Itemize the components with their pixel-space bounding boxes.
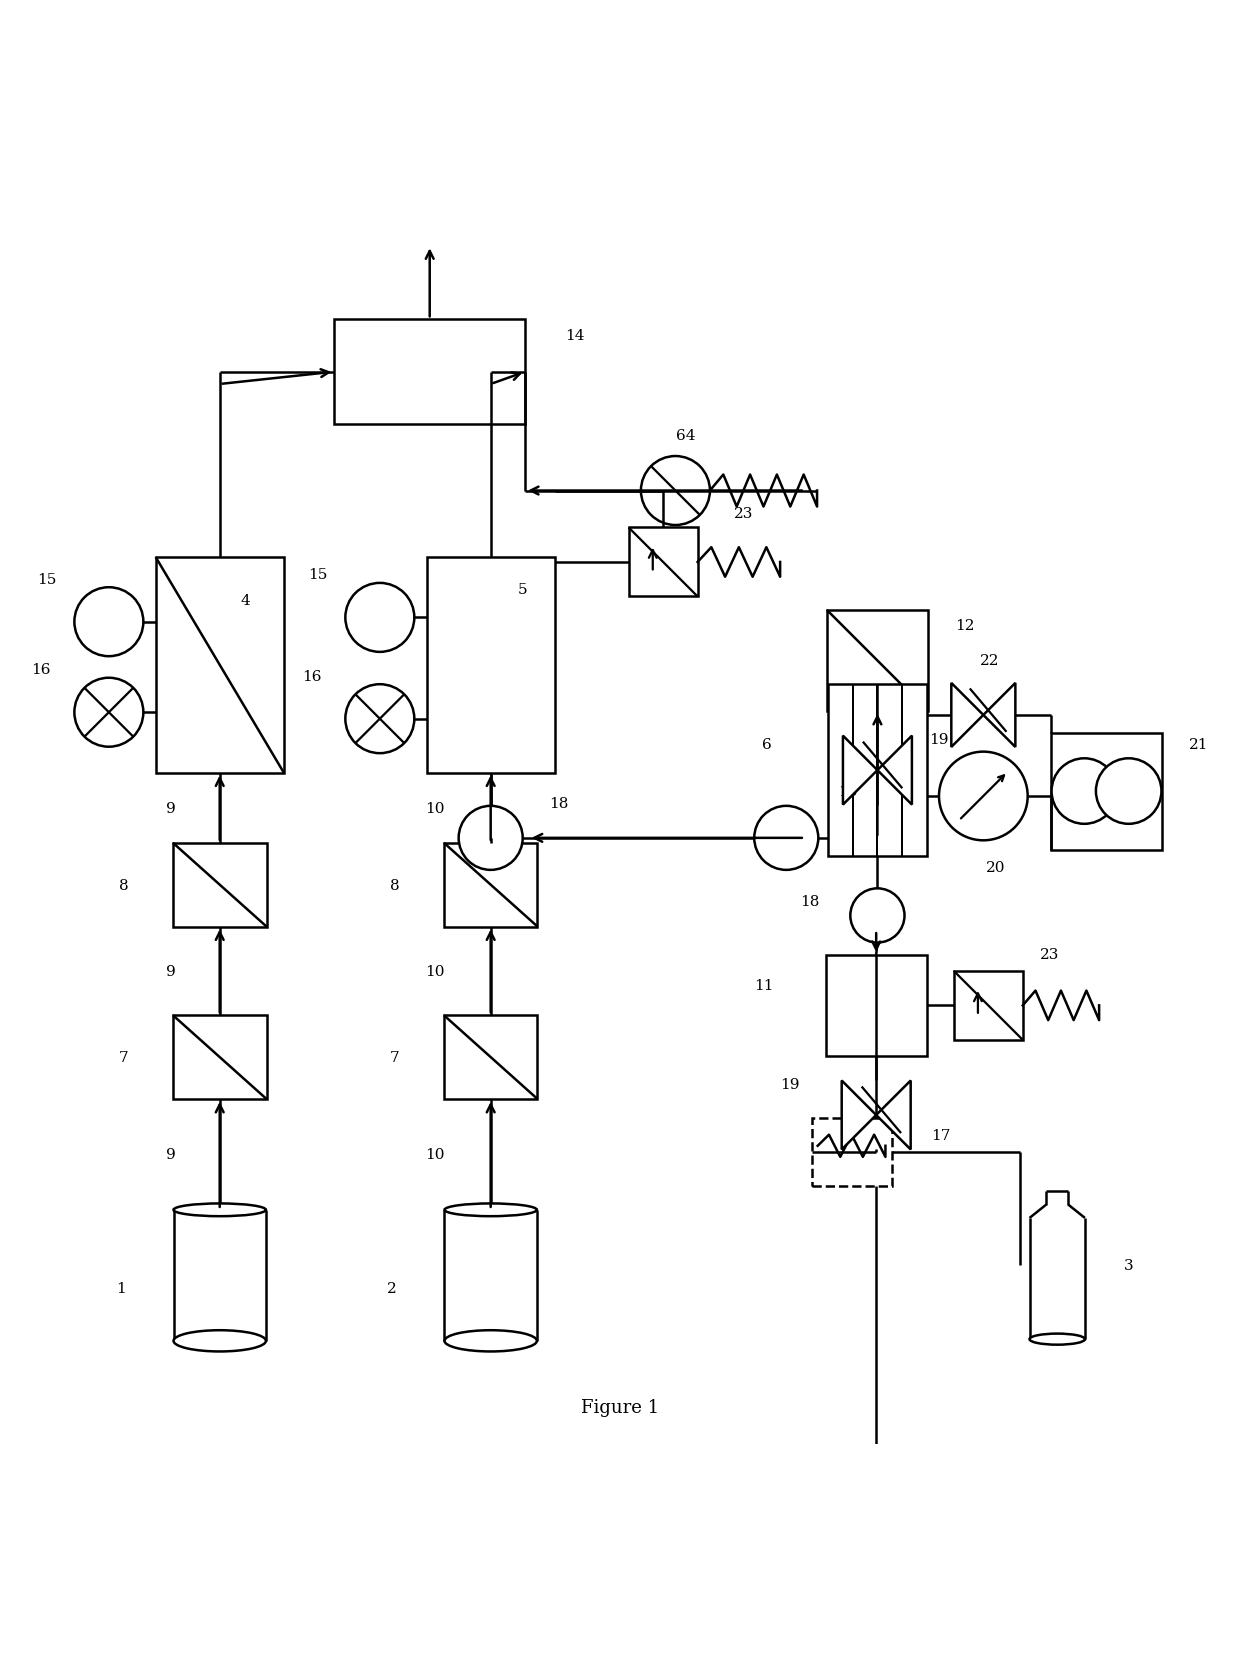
Bar xyxy=(954,971,1023,1041)
Text: 10: 10 xyxy=(425,802,445,815)
Polygon shape xyxy=(877,1080,910,1150)
Circle shape xyxy=(74,588,144,656)
Ellipse shape xyxy=(444,1331,537,1352)
Text: 6: 6 xyxy=(761,737,771,752)
Text: 7: 7 xyxy=(119,1051,129,1064)
Circle shape xyxy=(345,684,414,754)
Text: 20: 20 xyxy=(986,862,1006,875)
Text: 16: 16 xyxy=(31,663,51,676)
Circle shape xyxy=(1052,759,1117,824)
Polygon shape xyxy=(842,1080,877,1150)
Bar xyxy=(828,684,926,857)
Ellipse shape xyxy=(174,1203,265,1216)
Text: 10: 10 xyxy=(425,1148,445,1162)
Text: 9: 9 xyxy=(166,1148,175,1162)
Bar xyxy=(811,1118,892,1186)
Text: 14: 14 xyxy=(564,328,584,343)
Text: 23: 23 xyxy=(1040,948,1059,961)
Text: 3: 3 xyxy=(1123,1258,1133,1273)
Text: 2: 2 xyxy=(387,1281,397,1294)
Circle shape xyxy=(345,583,414,653)
Text: 19: 19 xyxy=(929,732,949,747)
Text: 12: 12 xyxy=(955,618,975,633)
Text: 11: 11 xyxy=(754,979,774,993)
Ellipse shape xyxy=(174,1331,265,1352)
Circle shape xyxy=(851,888,904,943)
Bar xyxy=(1052,732,1162,850)
Text: 5: 5 xyxy=(518,583,527,597)
Text: 64: 64 xyxy=(676,429,696,442)
Ellipse shape xyxy=(1029,1334,1085,1345)
Text: 8: 8 xyxy=(119,878,129,891)
Bar xyxy=(444,843,537,926)
Polygon shape xyxy=(843,736,878,805)
Circle shape xyxy=(459,807,523,870)
Bar xyxy=(172,843,267,926)
Bar xyxy=(172,1016,267,1099)
Circle shape xyxy=(74,678,144,747)
Ellipse shape xyxy=(444,1203,537,1216)
Text: 1: 1 xyxy=(117,1281,126,1294)
Text: 8: 8 xyxy=(389,878,399,891)
Text: 18: 18 xyxy=(800,895,820,908)
Circle shape xyxy=(641,457,711,525)
Polygon shape xyxy=(983,683,1016,747)
Bar xyxy=(444,1016,537,1099)
Text: Figure 1: Figure 1 xyxy=(580,1399,660,1417)
Polygon shape xyxy=(878,736,911,805)
Text: 9: 9 xyxy=(166,802,175,815)
Text: 17: 17 xyxy=(931,1128,951,1142)
Text: 19: 19 xyxy=(780,1077,800,1092)
Polygon shape xyxy=(951,683,983,747)
Bar xyxy=(156,558,284,774)
Text: 22: 22 xyxy=(980,653,999,668)
Bar xyxy=(826,956,926,1056)
Text: 21: 21 xyxy=(1189,737,1209,752)
Text: 15: 15 xyxy=(309,568,327,582)
Text: 7: 7 xyxy=(389,1051,399,1064)
Text: 9: 9 xyxy=(166,964,175,978)
Text: 18: 18 xyxy=(549,797,568,810)
Circle shape xyxy=(1096,759,1162,824)
Text: 15: 15 xyxy=(37,572,57,587)
Text: 10: 10 xyxy=(425,964,445,978)
Text: 4: 4 xyxy=(241,593,250,608)
Bar xyxy=(427,558,554,774)
Circle shape xyxy=(754,807,818,870)
Bar xyxy=(629,529,698,597)
Circle shape xyxy=(939,752,1028,840)
Bar xyxy=(827,611,928,711)
Text: 13: 13 xyxy=(838,784,858,799)
Bar xyxy=(335,320,526,424)
Text: 23: 23 xyxy=(734,507,753,520)
Text: 16: 16 xyxy=(303,669,322,683)
